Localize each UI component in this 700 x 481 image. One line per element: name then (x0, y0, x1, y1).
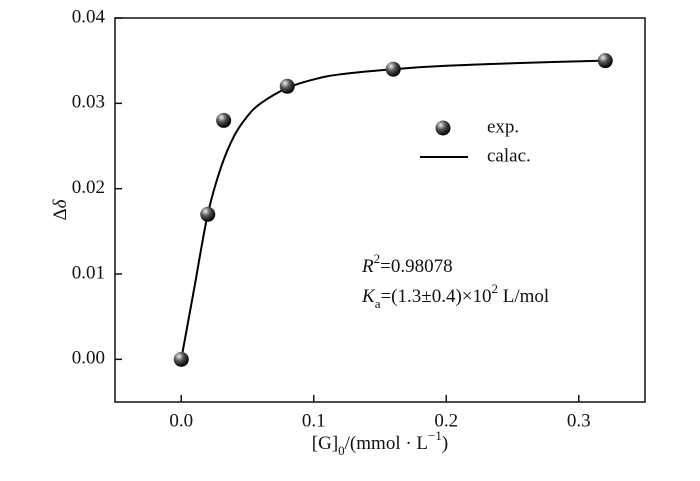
x-axis-label-part: −1 (428, 428, 442, 443)
x-tick-label: 0.1 (302, 410, 326, 431)
plot-frame (114, 17, 646, 403)
legend-marker (435, 120, 451, 136)
y-axis-label-part: δ (50, 198, 71, 208)
y-tick-label: 0.03 (72, 92, 105, 113)
data-point (216, 112, 232, 128)
fit-line (180, 59, 606, 360)
y-axis-label-part: Δ (50, 208, 71, 220)
annotation: Ka=(1.3±0.4)×102 L/mol (361, 281, 549, 311)
x-tick-label: 0.3 (567, 410, 591, 431)
data-point (385, 61, 401, 77)
y-tick-label: 0.04 (72, 6, 106, 27)
data-point (173, 351, 189, 367)
annotation-part: =(1.3±0.4)×10 (380, 286, 491, 307)
x-axis-label-part: ) (442, 433, 448, 454)
y-tick-label: 0.00 (72, 348, 105, 369)
data-point (597, 53, 613, 69)
annotation-part: =0.98078 (380, 256, 452, 277)
data-point (200, 206, 216, 222)
x-axis-label-part: [G] (312, 433, 338, 454)
legend-label: exp. (487, 116, 519, 137)
x-tick-label: 0.0 (169, 410, 193, 431)
annotation-part: a (375, 296, 381, 311)
annotation-part: 2 (374, 251, 381, 266)
annotation-part: K (361, 286, 376, 307)
annotation-part: 2 (491, 281, 498, 296)
y-axis-label: Δδ (50, 198, 71, 220)
legend-label: calac. (487, 145, 531, 166)
x-axis-label: [G]0/(mmol · L−1) (312, 428, 448, 458)
y-tick-label: 0.02 (72, 177, 105, 198)
y-tick-label: 0.01 (72, 262, 105, 283)
annotation-part: L/mol (498, 286, 549, 307)
x-axis-label-part: /(mmol · L (345, 433, 428, 454)
annotation: R2=0.98078 (361, 251, 453, 277)
x-axis-label-part: 0 (338, 443, 345, 458)
x-tick-label: 0.2 (434, 410, 458, 431)
annotation-part: R (361, 256, 374, 277)
data-point (279, 78, 295, 94)
